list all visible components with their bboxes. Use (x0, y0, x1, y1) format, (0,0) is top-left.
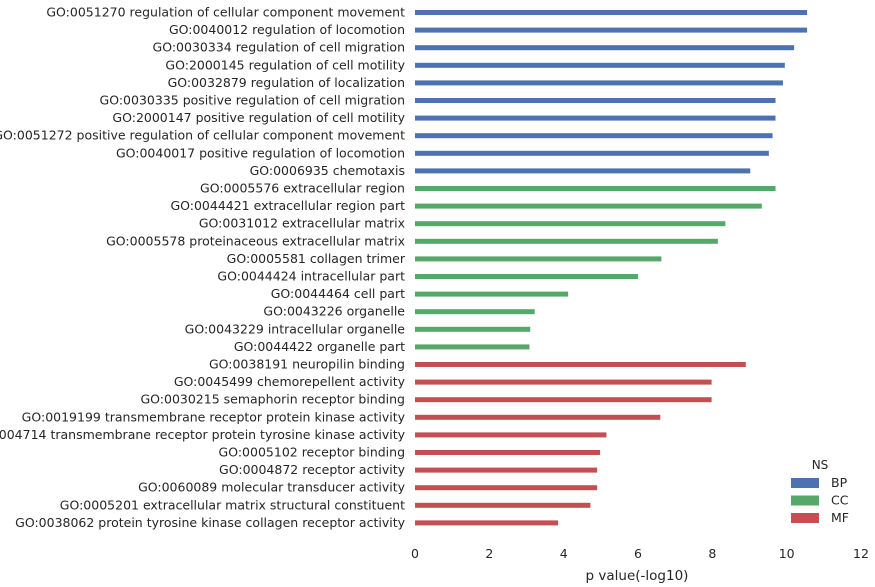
x-tick-label: 12 (853, 546, 869, 561)
category-label: GO:0006935 chemotaxis (250, 163, 405, 178)
bar-mf (415, 485, 598, 491)
category-label: GO:0043229 intracellular organelle (185, 321, 406, 336)
x-tick-label: 10 (779, 546, 795, 561)
bar-bp (415, 27, 808, 33)
category-label: GO:0051272 positive regulation of cellul… (0, 128, 405, 143)
category-label: GO:0030335 positive regulation of cell m… (100, 93, 405, 108)
category-label: GO:0051270 regulation of cellular compon… (46, 5, 405, 20)
category-label: GO:0038062 protein tyrosine kinase colla… (15, 515, 405, 530)
category-label: GO:0060089 molecular transducer activity (138, 480, 406, 495)
bar-mf (415, 450, 601, 455)
bar-mf (415, 379, 712, 385)
bar-bp (415, 98, 776, 103)
x-axis: 0 2 4 6 8 10 12 (411, 546, 869, 561)
bar-mf (415, 397, 712, 403)
bar-bp (415, 10, 808, 15)
category-label: GO:0004872 receptor activity (219, 462, 406, 477)
category-label: GO:0044422 organelle part (234, 339, 405, 354)
bar-cc (415, 203, 762, 209)
x-tick-label: 6 (634, 546, 642, 561)
legend-swatch-bp (791, 478, 819, 488)
bar-cc (415, 221, 726, 227)
category-label: GO:0004714 transmembrane receptor protei… (0, 427, 406, 442)
category-label: GO:0005576 extracellular region (200, 181, 405, 196)
category-label: GO:0040012 regulation of locomotion (169, 22, 405, 37)
bar-mf (415, 467, 598, 473)
legend-swatch-mf (791, 513, 819, 523)
bar-cc (415, 186, 776, 191)
category-label: GO:0044421 extracellular region part (170, 198, 405, 213)
x-tick-label: 0 (411, 546, 419, 561)
legend-swatch-cc (791, 495, 819, 506)
category-label: GO:0040017 positive regulation of locomo… (116, 145, 405, 160)
x-tick-label: 2 (485, 546, 493, 561)
bar-bp (415, 168, 751, 174)
bar-cc (415, 256, 662, 262)
x-axis-title: p value(-log10) (586, 568, 689, 584)
bar-cc (415, 309, 535, 315)
bar-mf (415, 520, 559, 526)
category-label: GO:0038191 neuropilin binding (209, 357, 405, 372)
bar-cc (415, 274, 638, 279)
legend: NS BP CC MF (791, 458, 849, 525)
category-label: GO:0043226 organelle (263, 304, 405, 319)
category-label: GO:0005201 extracellular matrix structur… (60, 497, 405, 512)
bar-mf (415, 362, 746, 367)
legend-label-bp: BP (831, 475, 848, 490)
category-label: GO:0005102 receptor binding (219, 445, 405, 460)
category-label: GO:0031012 extracellular matrix (199, 216, 405, 231)
category-label: GO:0019199 transmembrane receptor protei… (22, 409, 406, 424)
bars-layer (415, 10, 808, 526)
legend-label-mf: MF (831, 510, 849, 525)
bar-bp (415, 150, 769, 156)
bar-bp (415, 115, 776, 121)
bar-bp (415, 62, 785, 68)
bar-cc (415, 238, 718, 244)
bar-cc (415, 291, 569, 297)
x-tick-label: 8 (708, 546, 716, 561)
category-label: GO:0030215 semaphorin receptor binding (140, 392, 405, 407)
category-label: GO:0045499 chemorepellent activity (174, 374, 406, 389)
bar-bp (415, 45, 795, 51)
bar-bp (415, 133, 773, 139)
category-label: GO:0005578 proteinaceous extracellular m… (106, 233, 405, 248)
bar-mf (415, 432, 607, 438)
bar-mf (415, 502, 591, 508)
bar-cc (415, 344, 530, 350)
bar-cc (415, 326, 531, 332)
category-labels: GO:0051270 regulation of cellular compon… (0, 5, 406, 530)
bar-mf (415, 414, 661, 420)
x-tick-label: 4 (560, 546, 568, 561)
category-label: GO:2000147 positive regulation of cell m… (112, 110, 405, 125)
category-label: GO:0005581 collagen trimer (227, 251, 406, 266)
category-label: GO:0044424 intracellular part (217, 269, 405, 284)
category-label: GO:0044464 cell part (271, 286, 405, 301)
category-label: GO:0030334 regulation of cell migration (153, 40, 405, 55)
legend-label-cc: CC (831, 493, 849, 508)
legend-title: NS (812, 458, 829, 472)
bar-bp (415, 80, 783, 86)
category-label: GO:0032879 regulation of localization (168, 75, 405, 90)
category-label: GO:2000145 regulation of cell motility (165, 57, 405, 72)
